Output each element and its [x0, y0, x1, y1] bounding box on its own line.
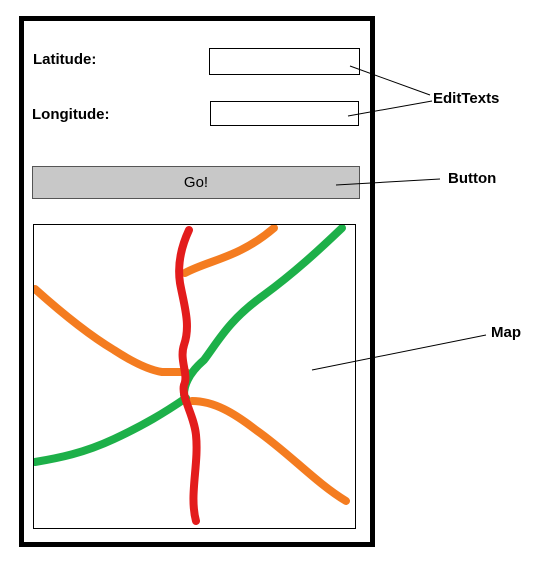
- edittexts-annotation: EditTexts: [433, 90, 500, 107]
- map-road-red: [175, 226, 201, 525]
- longitude-label: Longitude:: [32, 106, 110, 123]
- latitude-input[interactable]: [209, 48, 360, 75]
- map-road-green-lower: [34, 394, 190, 466]
- map-road-green-upper: [180, 225, 346, 399]
- longitude-input[interactable]: [210, 101, 359, 126]
- map-view[interactable]: [33, 224, 356, 529]
- button-annotation: Button: [448, 170, 497, 187]
- go-button[interactable]: Go!: [32, 166, 360, 199]
- map-road-orange-left: [34, 285, 190, 376]
- map-road-orange-lower: [188, 397, 350, 505]
- map-annotation: Map: [491, 324, 521, 341]
- latitude-label: Latitude:: [33, 51, 97, 68]
- map-road-orange-upper: [181, 225, 278, 277]
- map-roads: [34, 225, 350, 525]
